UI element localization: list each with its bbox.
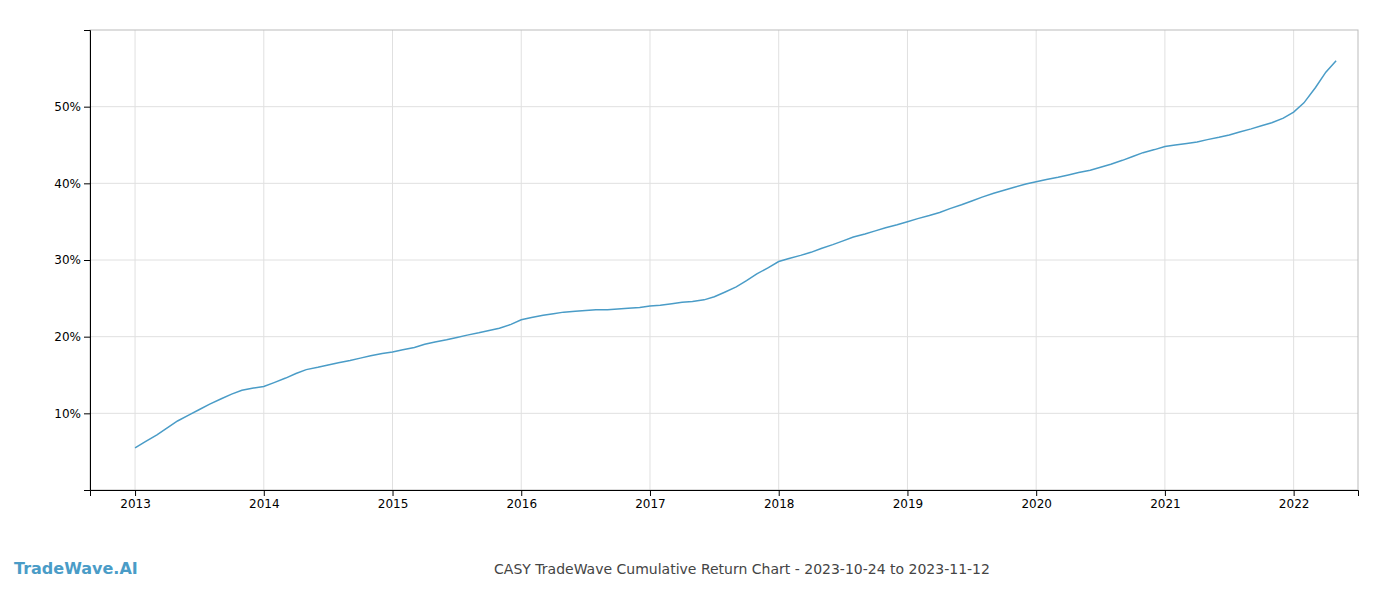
y-tick: 40%: [54, 177, 90, 191]
x-tick-label: 2020: [1021, 497, 1052, 511]
x-tick-label: 2022: [1279, 497, 1310, 511]
y-tick: 20%: [54, 330, 90, 344]
x-tick-mark: [1294, 490, 1295, 496]
x-tick-mark: [1036, 490, 1037, 496]
plot-area: 2013 2014 2015 2016 2017 2018 2019 2020 2021 2022…: [54, 30, 1358, 511]
x-tick: 2019: [893, 490, 924, 511]
y-axis-line: [84, 31, 91, 491]
x-tick-mark: [264, 490, 265, 496]
x-tick: 2017: [635, 490, 666, 511]
x-tick: 2015: [378, 490, 409, 511]
x-tick: 2014: [249, 490, 280, 511]
line: [135, 61, 1336, 448]
x-tick: 2018: [764, 490, 795, 511]
x-tick-label: 2018: [764, 497, 795, 511]
x-tick: 2021: [1150, 490, 1181, 511]
x-tick-label: 2014: [249, 497, 280, 511]
x-tick: 2020: [1021, 490, 1052, 511]
grid-line-y: [90, 106, 1358, 107]
plot-frame: [90, 30, 1358, 490]
x-tick-label: 2019: [893, 497, 924, 511]
y-tick: 10%: [54, 407, 90, 421]
grid: [90, 30, 1358, 490]
x-tick-label: 2017: [635, 497, 666, 511]
y-tick-mark: [84, 107, 90, 108]
y-tick: 50%: [54, 100, 90, 114]
y-tick-label: 50%: [54, 100, 81, 114]
x-tick-mark: [393, 490, 394, 496]
x-tick-mark: [650, 490, 651, 496]
y-tick-label: 30%: [54, 253, 81, 267]
grid-line-y: [90, 413, 1358, 414]
y-tick-label: 10%: [54, 407, 81, 421]
x-tick-label: 2016: [506, 497, 537, 511]
chart: 2013 2014 2015 2016 2017 2018 2019 2020 2021 2022…: [0, 0, 1400, 600]
y-tick-label: 40%: [54, 177, 81, 191]
x-tick-label: 2015: [378, 497, 409, 511]
x-axis-line: [91, 491, 1359, 497]
x-tick: 2016: [506, 490, 537, 511]
grid-line-y: [90, 260, 1358, 261]
x-tick-mark: [521, 490, 522, 496]
grid-line-y: [90, 336, 1358, 337]
x-tick-mark: [779, 490, 780, 496]
y-tick-mark: [84, 337, 90, 338]
y-tick-label: 20%: [54, 330, 81, 344]
x-tick: 2013: [120, 490, 151, 511]
title: CASY TradeWave Cumulative Return Chart -…: [494, 561, 990, 577]
x-tick-label: 2013: [120, 497, 151, 511]
y-tick: 30%: [54, 253, 90, 267]
y-tick-mark: [84, 183, 90, 184]
line-group: [135, 61, 1336, 448]
x-tick-label: 2021: [1150, 497, 1181, 511]
x-tick: 2022: [1279, 490, 1310, 511]
y-tick-mark: [84, 413, 90, 414]
x-tick-mark: [135, 490, 136, 496]
grid-line-y: [90, 183, 1358, 184]
x-axis: 2013 2014 2015 2016 2017 2018 2019 2020 2021 2022: [91, 490, 1359, 511]
x-tick-mark: [907, 490, 908, 496]
x-tick-mark: [1165, 490, 1166, 496]
watermark: TradeWave.AI: [14, 559, 138, 578]
y-tick-mark: [84, 260, 90, 261]
y-axis: 10% 20% 30% 40% 50%: [54, 31, 90, 491]
